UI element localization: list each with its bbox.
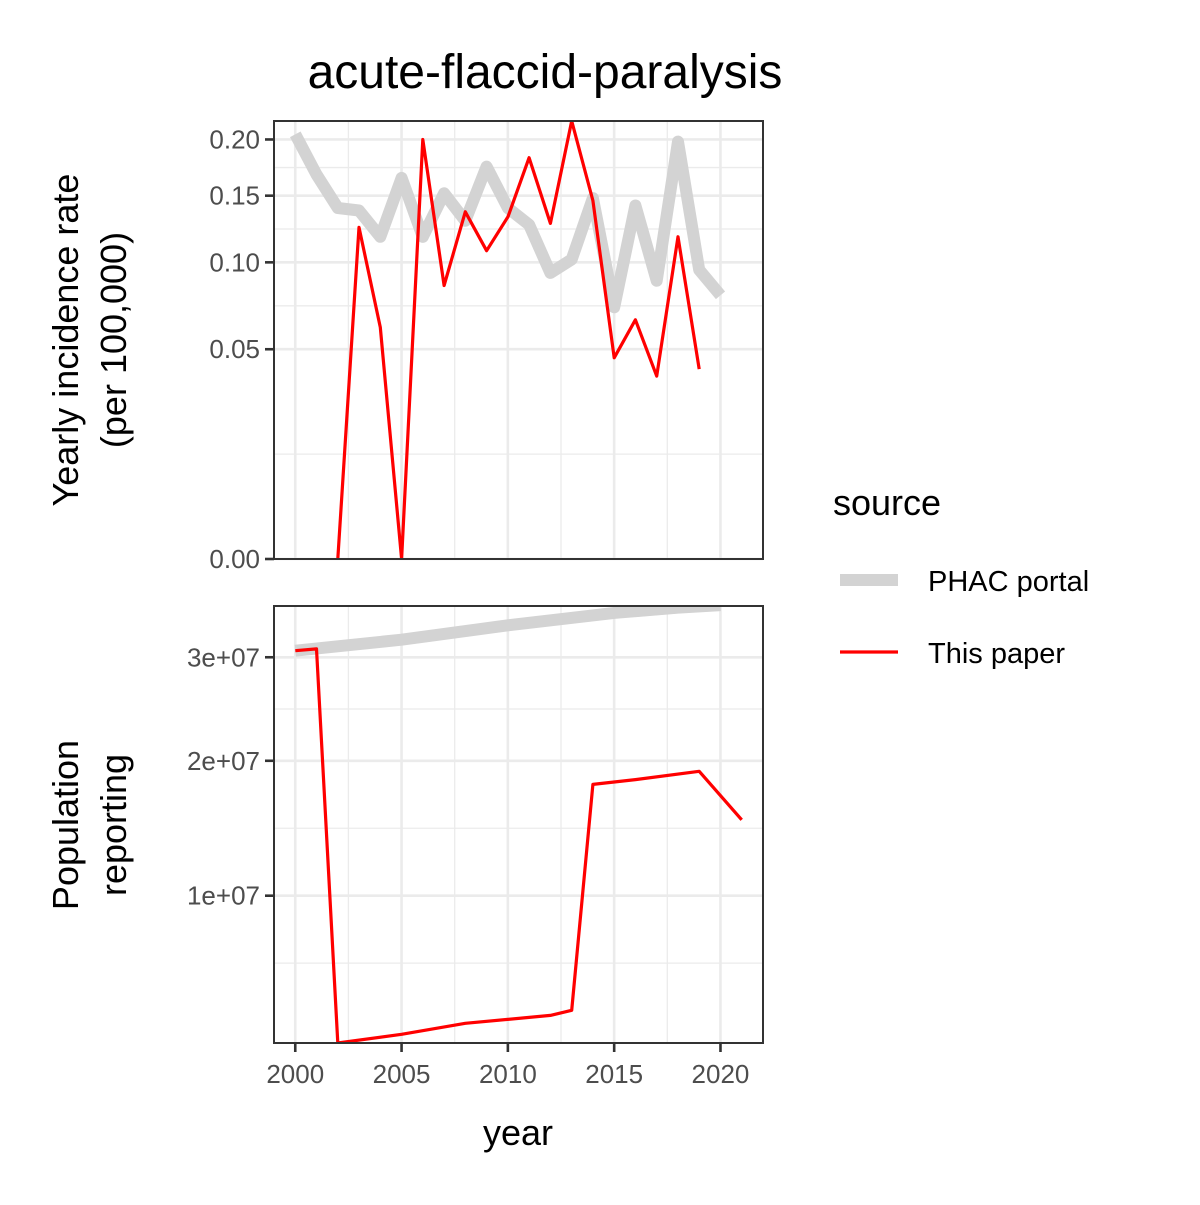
panel-background bbox=[274, 606, 763, 1043]
y-tick-label: 1e+07 bbox=[187, 881, 260, 911]
y-tick-label: 0.15 bbox=[209, 181, 260, 211]
y-tick-label: 0.10 bbox=[209, 247, 260, 277]
y-axis-title: reporting bbox=[93, 754, 134, 896]
legend-label-phac-portal: PHAC portal bbox=[928, 566, 1089, 598]
legend-label-this-paper: This paper bbox=[928, 638, 1065, 670]
series-line-phac-portal bbox=[294, 606, 721, 657]
y-tick-label: 0.00 bbox=[209, 544, 260, 574]
y-tick-label: 0.05 bbox=[209, 334, 260, 364]
legend-title: source bbox=[833, 482, 941, 523]
panel-population-reporting: 1e+07 2e+07 3e+07 Population reporting bbox=[45, 605, 764, 1044]
chart-title: acute-flaccid-paralysis bbox=[308, 46, 783, 99]
y-tick-label: 2e+07 bbox=[187, 746, 260, 776]
legend: source PHAC portal This paper bbox=[833, 482, 1089, 670]
y-axis-title: Yearly incidence rate bbox=[45, 174, 86, 507]
y-axis-title: (per 100,000) bbox=[93, 232, 134, 448]
x-tick-label: 2010 bbox=[479, 1059, 537, 1089]
panel-border bbox=[273, 120, 764, 560]
x-tick-label: 2005 bbox=[373, 1059, 431, 1089]
y-tick-label: 0.20 bbox=[209, 124, 260, 154]
y-axis-title: Population bbox=[45, 740, 86, 910]
x-axis: 2000 2005 2010 2015 2020 bbox=[266, 1043, 749, 1089]
x-axis-title: year bbox=[483, 1112, 553, 1153]
y-tick-label: 3e+07 bbox=[187, 642, 260, 672]
series-line-this-paper bbox=[336, 121, 701, 559]
x-tick-label: 2000 bbox=[266, 1059, 324, 1089]
x-tick-label: 2015 bbox=[585, 1059, 643, 1089]
series-line-this-paper bbox=[295, 647, 743, 1043]
panel-incidence-rate: 0.00 0.05 0.10 0.15 0.20 Yearly incidence rat… bbox=[45, 120, 764, 574]
panel-border bbox=[273, 605, 764, 1044]
series-line-phac-portal bbox=[289, 131, 726, 314]
x-tick-label: 2020 bbox=[692, 1059, 750, 1089]
